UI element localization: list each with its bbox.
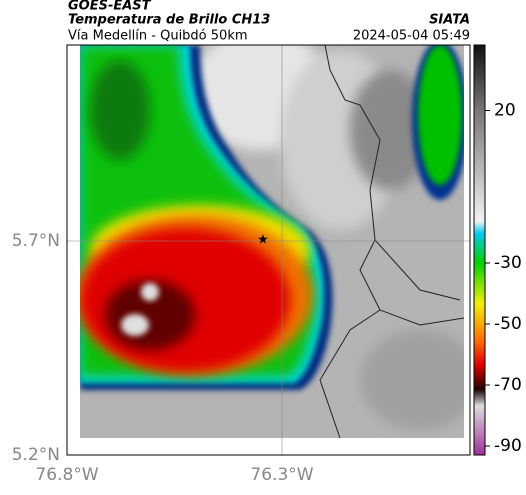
colorbar [473,44,486,456]
colorbar-tick-label: -70 [494,375,522,395]
colorbar-tick-label: -30 [494,253,522,273]
source: SIATA [429,13,470,28]
product: GOES-EAST [68,0,152,14]
lon-label: 76.8°W [35,465,98,485]
subtitle: Vía Medellín - Quibdó 50km [68,29,248,44]
lat-label: 5.2°N [12,445,60,465]
colorbar-tick-label: 20 [494,101,516,121]
lat-label: 5.7°N [12,231,60,251]
satellite-image: ★ [66,44,471,456]
colorbar-tick-label: -50 [494,314,522,334]
timestamp: 2024-05-04 05:49 [353,29,470,44]
lon-label: 76.3°W [250,465,313,485]
colorbar-tick-label: -90 [494,436,522,456]
svg-text:★: ★ [257,233,269,248]
title: Temperatura de Brillo CH13 [68,13,270,28]
